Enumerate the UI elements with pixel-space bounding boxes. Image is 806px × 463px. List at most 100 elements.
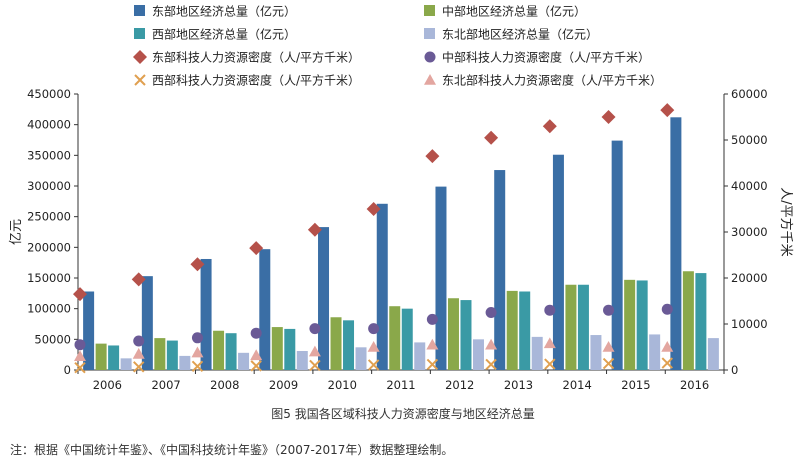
density-marker [133, 335, 145, 347]
x-tick-label: 2008 [210, 378, 239, 392]
density-marker [661, 341, 674, 352]
bar [670, 117, 682, 370]
bar [636, 280, 648, 370]
x-tick-label: 2016 [680, 378, 709, 392]
bar [83, 291, 95, 370]
density-marker [133, 361, 145, 373]
bar [447, 298, 459, 370]
y-right-tick-label: 40000 [731, 179, 768, 193]
x-tick-label: 2009 [269, 378, 298, 392]
density-marks [73, 103, 675, 374]
legend-label: 东北部科技人力资源密度（人/平方千米） [442, 73, 662, 88]
bar [225, 333, 237, 370]
density-marker [366, 202, 381, 216]
legend-label: 东部科技人力资源密度（人/平方千米） [152, 50, 360, 65]
y-left-axis-label: 亿元 [9, 219, 24, 245]
density-marker [307, 222, 322, 237]
legend-label: 西部地区经济总量（亿元） [152, 27, 296, 42]
bar [120, 358, 132, 370]
x-tick-label: 2010 [328, 378, 357, 392]
density-marker [190, 257, 205, 272]
bar [611, 140, 623, 370]
bar [506, 290, 518, 370]
bar [284, 328, 296, 370]
marker-stroke [661, 357, 673, 369]
density-marker [309, 323, 321, 335]
bar [108, 345, 120, 370]
y-right-tick-label: 20000 [731, 271, 768, 285]
legend-swatch [134, 5, 145, 16]
legend-swatch [424, 5, 435, 16]
legend-label: 中部地区经济总量（亿元） [442, 4, 586, 19]
density-marker [661, 303, 673, 315]
y-left-tick-label: 0 [64, 363, 71, 377]
legend-swatch [424, 51, 436, 63]
density-marker [543, 337, 556, 349]
legend-swatch [134, 74, 146, 86]
bar [519, 291, 531, 370]
legend-item: 中部科技人力资源密度（人/平方千米） [424, 50, 650, 65]
density-marker [661, 357, 673, 369]
y-right-tick-label: 30000 [731, 225, 768, 239]
marker-stroke [309, 359, 321, 372]
density-marker [603, 304, 615, 316]
y-right-tick-label: 50000 [731, 133, 768, 147]
density-marker [131, 272, 146, 287]
bar [238, 352, 250, 370]
source-note: 注：根据《中国统计年鉴》、《中国科技统计年鉴》（2007-2017年）数据整理绘… [10, 443, 454, 457]
y-left-tick-label: 250000 [27, 210, 71, 224]
marker-stroke [602, 357, 615, 370]
x-tick-label: 2014 [563, 378, 592, 392]
density-marker [250, 327, 262, 339]
bar [435, 186, 447, 370]
density-marker [74, 339, 86, 351]
legend-item: 东部地区经济总量（亿元） [134, 4, 296, 19]
bar [296, 350, 308, 370]
density-marker [308, 345, 321, 357]
x-tick-label: 2011 [386, 378, 415, 392]
bar [472, 339, 484, 370]
bar [695, 273, 707, 370]
x-tick-label: 2006 [93, 378, 122, 392]
bar [95, 343, 107, 370]
legend-swatch [424, 28, 435, 39]
bar [531, 336, 543, 370]
density-marker [485, 307, 497, 318]
y-right-tick-label: 10000 [731, 317, 768, 331]
bar [494, 170, 506, 370]
x-tick-label: 2007 [151, 378, 180, 392]
density-marker [601, 110, 616, 124]
chart-legend: 东部地区经济总量（亿元） 中部地区经济总量（亿元） 西部地区经济总量（亿元） 东北部地… [133, 4, 662, 88]
bar [154, 338, 166, 370]
density-marker [660, 103, 675, 118]
bar [460, 300, 472, 370]
legend-item: 东部科技人力资源密度（人/平方千米） [133, 50, 360, 65]
x-tick-label: 2015 [621, 378, 650, 392]
density-marker [544, 304, 556, 316]
legend-swatch [134, 28, 145, 39]
figure-caption: 图5 我国各区域科技人力资源密度与地区经济总量 [271, 407, 535, 421]
density-marker [485, 358, 497, 371]
legend-item: 东北部科技人力资源密度（人/平方千米） [424, 73, 662, 88]
density-marker [425, 149, 440, 164]
density-marker [542, 119, 557, 134]
density-marker [250, 360, 262, 372]
bar [318, 227, 330, 370]
density-marker [249, 241, 264, 256]
bar [330, 317, 342, 370]
x-tick-label: 2013 [504, 378, 533, 392]
density-marker [602, 357, 615, 370]
marker-stroke [191, 360, 204, 373]
density-marker [309, 359, 321, 372]
bar [376, 203, 388, 370]
chart-axes: 0500001000001500002000002500003000003500… [9, 87, 794, 392]
y-right-tick-label: 60000 [731, 87, 768, 101]
bar [141, 276, 153, 370]
density-marker [132, 347, 145, 359]
density-marker [367, 341, 380, 352]
density-marker [544, 358, 556, 370]
density-marker [485, 338, 498, 350]
bar [200, 258, 212, 370]
bar [649, 334, 661, 370]
legend-label: 东北部地区经济总量（亿元） [442, 27, 598, 42]
